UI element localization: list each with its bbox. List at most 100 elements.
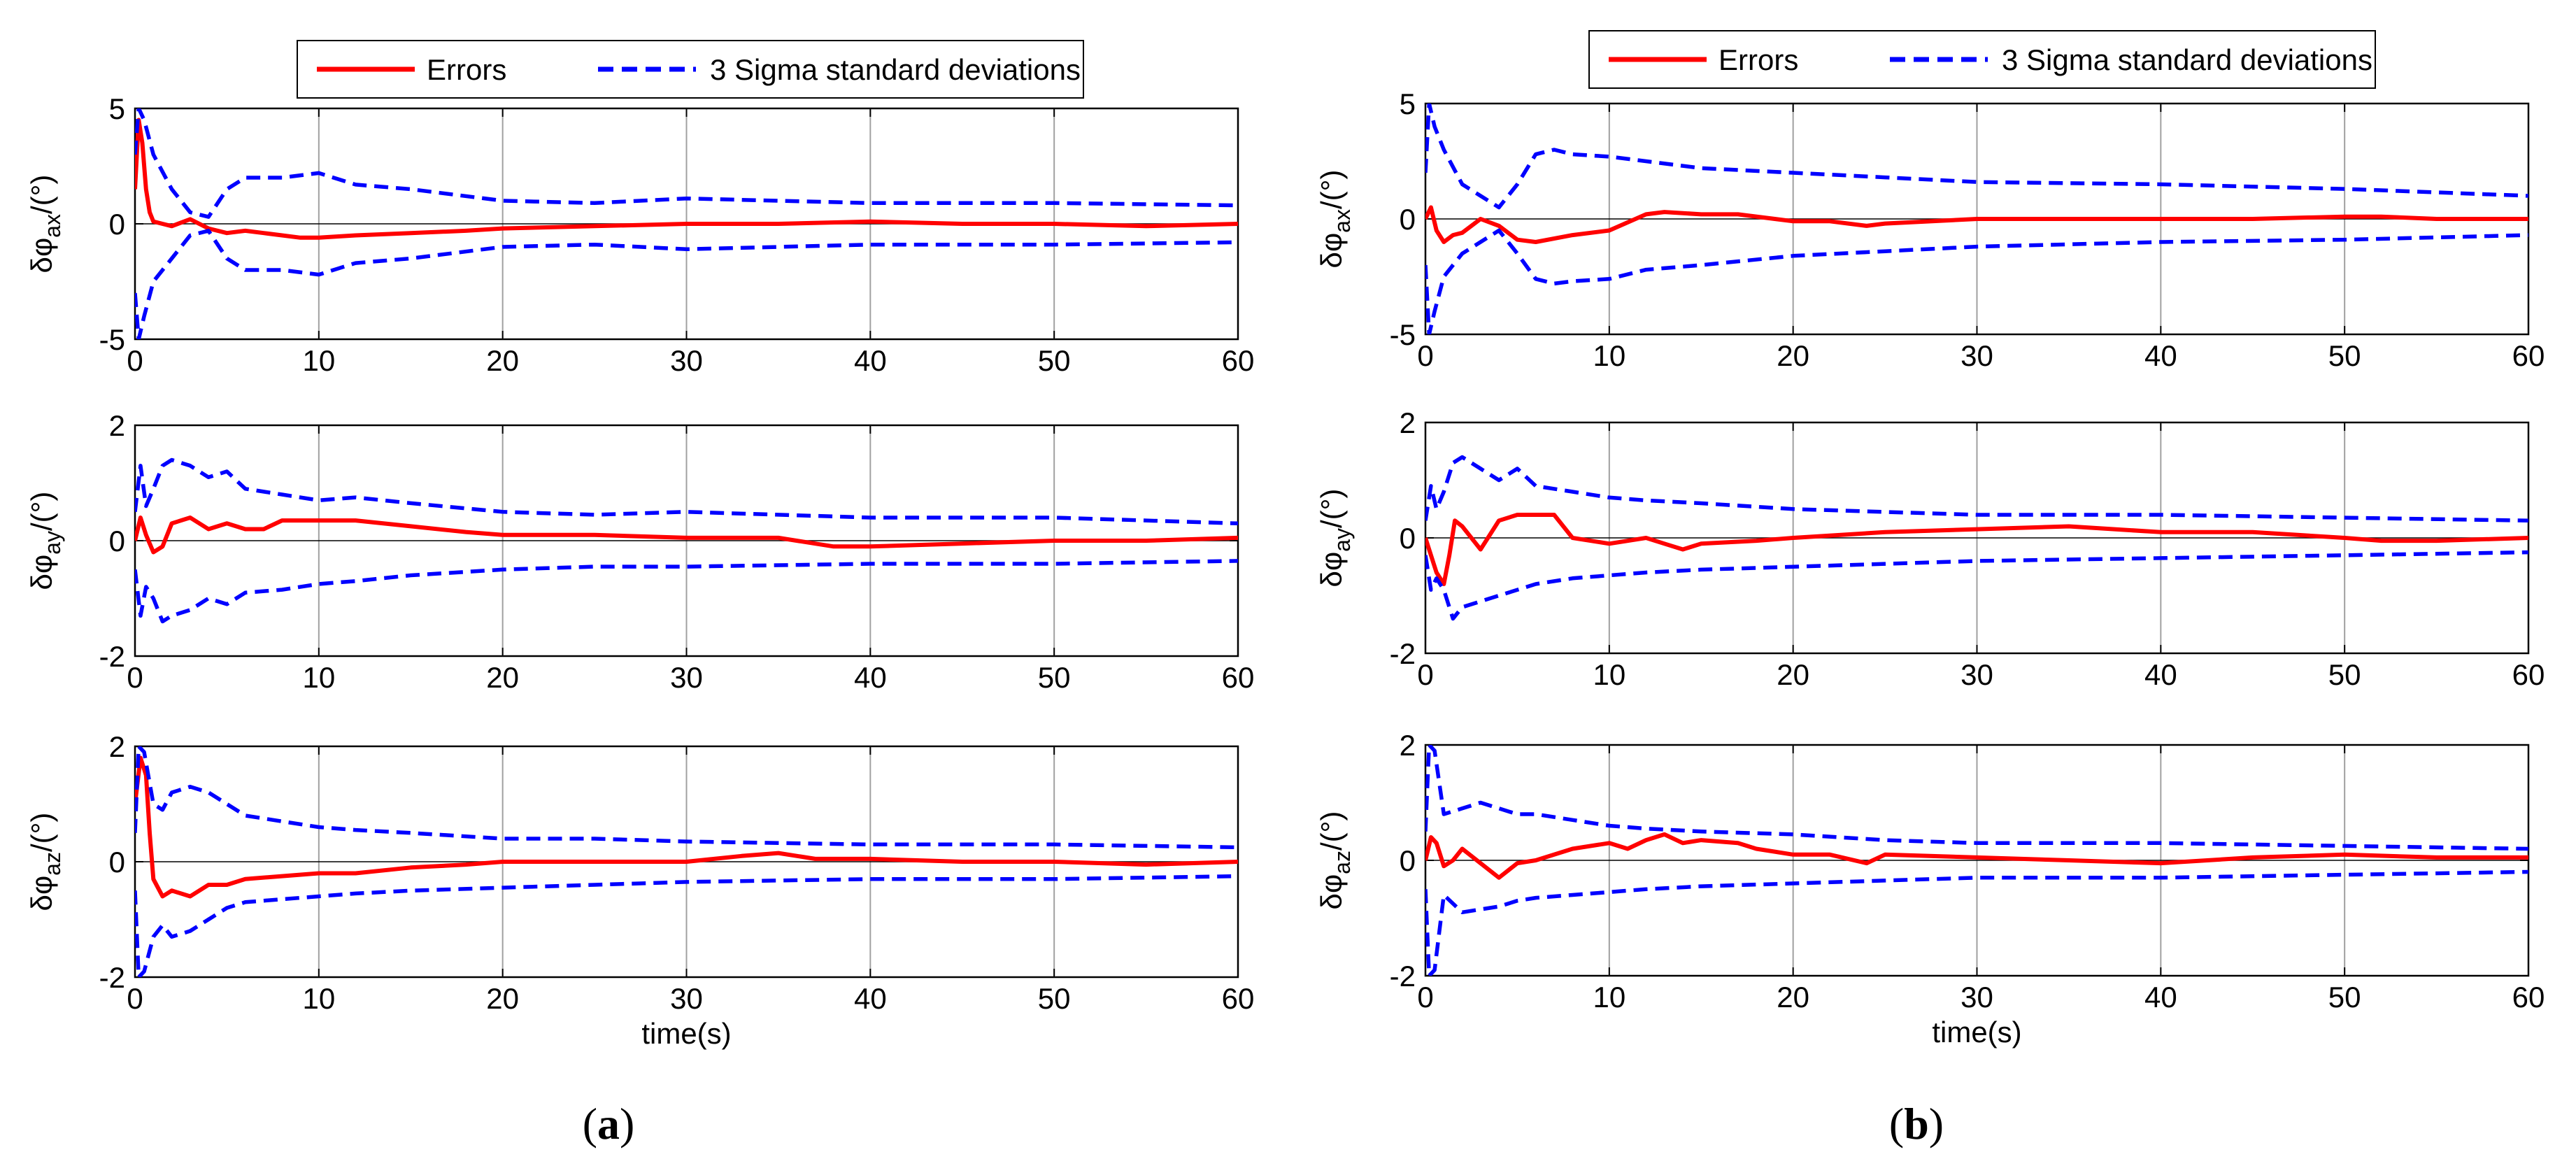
x-tick-label: 0 <box>1417 981 1433 1014</box>
caption-letter: b <box>1904 1099 1929 1149</box>
x-tick-label: 60 <box>2512 981 2545 1014</box>
y-tick-label: 2 <box>109 730 125 763</box>
y-axis-label-sub: az <box>40 852 65 876</box>
x-tick-label: 10 <box>302 982 335 1015</box>
x-tick-label: 50 <box>2328 339 2361 372</box>
sigma-upper-line <box>1425 104 2528 210</box>
caption-letter: a <box>597 1099 620 1149</box>
panel-caption: (a) <box>583 1099 635 1149</box>
y-tick-label: -5 <box>1390 318 1416 351</box>
legend-0: Errors 3 Sigma standard deviations <box>297 40 1084 99</box>
sigma-lower-line <box>1425 869 2528 976</box>
x-tick-label: 10 <box>1593 339 1625 372</box>
x-tick-label: 30 <box>670 661 703 694</box>
x-tick-label: 60 <box>1222 982 1255 1015</box>
y-axis-label: δφaz/(°) <box>1315 811 1355 910</box>
x-axis-label: time(s) <box>1932 1016 2021 1048</box>
sigma-upper-line <box>135 457 1238 526</box>
y-axis-label: δφaz/(°) <box>25 813 65 911</box>
y-axis-label-suffix: /(°) <box>1315 811 1348 851</box>
y-tick-label: 0 <box>109 846 125 879</box>
x-tick-label: 10 <box>1593 981 1625 1014</box>
caption-close-paren: ) <box>1929 1099 1944 1149</box>
x-tick-label: 50 <box>1038 344 1071 377</box>
x-tick-label: 20 <box>486 344 519 377</box>
errors-line <box>1425 513 2528 586</box>
x-tick-label: 40 <box>854 344 887 377</box>
x-tick-label: 30 <box>1961 339 1993 372</box>
sigma-upper-line <box>1425 745 2528 851</box>
y-axis-label-suffix: /(°) <box>25 175 58 214</box>
y-tick-label: 2 <box>1400 406 1416 439</box>
y-axis-label-prefix: δφ <box>1315 233 1348 269</box>
x-tick-label: 0 <box>127 661 143 694</box>
panel-caption: (b) <box>1889 1099 1944 1149</box>
x-tick-label: 20 <box>1777 658 1809 691</box>
x-tick-label: 20 <box>486 982 519 1015</box>
x-tick-label: 30 <box>1961 658 1993 691</box>
x-axis-label: time(s) <box>641 1017 731 1050</box>
errors-line <box>1425 205 2528 244</box>
x-tick-label: 10 <box>1593 658 1625 691</box>
y-axis-label-prefix: δφ <box>1315 552 1348 588</box>
x-tick-label: 10 <box>302 344 335 377</box>
y-tick-label: 0 <box>109 525 125 557</box>
x-tick-label: 30 <box>670 982 703 1015</box>
y-axis-label-suffix: /(°) <box>25 813 58 852</box>
y-axis-label-suffix: /(°) <box>1315 489 1348 528</box>
x-tick-label: 50 <box>2328 658 2361 691</box>
x-tick-label: 40 <box>854 982 887 1015</box>
x-tick-label: 0 <box>127 982 143 1015</box>
y-axis-label-prefix: δφ <box>1315 874 1348 910</box>
errors-line <box>135 516 1238 555</box>
legend-box <box>1588 30 2376 89</box>
caption-open-paren: ( <box>583 1099 597 1149</box>
sigma-lower-line <box>135 229 1238 339</box>
y-axis-label-sub: az <box>1330 851 1355 874</box>
y-axis-label-prefix: δφ <box>25 555 58 590</box>
y-axis-label: δφay/(°) <box>25 492 65 590</box>
y-tick-label: -5 <box>99 323 125 356</box>
y-axis-label-suffix: /(°) <box>1315 170 1348 209</box>
y-axis-label-sub: ay <box>40 531 65 555</box>
y-axis-label-prefix: δφ <box>25 876 58 911</box>
legend-sigma-label: 3 Sigma standard deviations <box>2002 43 2372 76</box>
y-tick-label: -2 <box>1390 960 1416 993</box>
y-tick-label: -2 <box>1390 637 1416 670</box>
x-tick-label: 40 <box>2144 658 2177 691</box>
legend-errors-label: Errors <box>427 53 506 86</box>
y-axis-label: δφax/(°) <box>25 175 65 273</box>
x-tick-label: 0 <box>127 344 143 377</box>
y-axis-label-sub: ax <box>1330 209 1355 233</box>
y-axis-label: δφay/(°) <box>1315 489 1355 588</box>
x-tick-label: 20 <box>1777 981 1809 1014</box>
y-tick-label: 2 <box>109 409 125 442</box>
y-tick-label: 0 <box>1400 844 1416 877</box>
x-tick-label: 20 <box>1777 339 1809 372</box>
x-tick-label: 60 <box>1222 661 1255 694</box>
x-tick-label: 30 <box>1961 981 1993 1014</box>
y-tick-label: -2 <box>99 961 125 994</box>
x-tick-label: 50 <box>1038 661 1071 694</box>
y-tick-label: 5 <box>109 92 125 125</box>
y-tick-label: 0 <box>1400 522 1416 555</box>
x-tick-label: 0 <box>1417 658 1433 691</box>
legend-box <box>297 40 1084 99</box>
caption-open-paren: ( <box>1889 1099 1904 1149</box>
y-tick-label: 0 <box>109 208 125 241</box>
legend-sigma-label: 3 Sigma standard deviations <box>710 53 1081 86</box>
x-tick-label: 30 <box>670 344 703 377</box>
sigma-lower-line <box>135 874 1238 977</box>
y-axis-label-sub: ax <box>40 214 65 238</box>
x-tick-label: 10 <box>302 661 335 694</box>
y-axis-label: δφax/(°) <box>1315 170 1355 269</box>
y-axis-label-sub: ay <box>1330 528 1355 552</box>
x-tick-label: 20 <box>486 661 519 694</box>
sigma-lower-line <box>135 559 1238 624</box>
